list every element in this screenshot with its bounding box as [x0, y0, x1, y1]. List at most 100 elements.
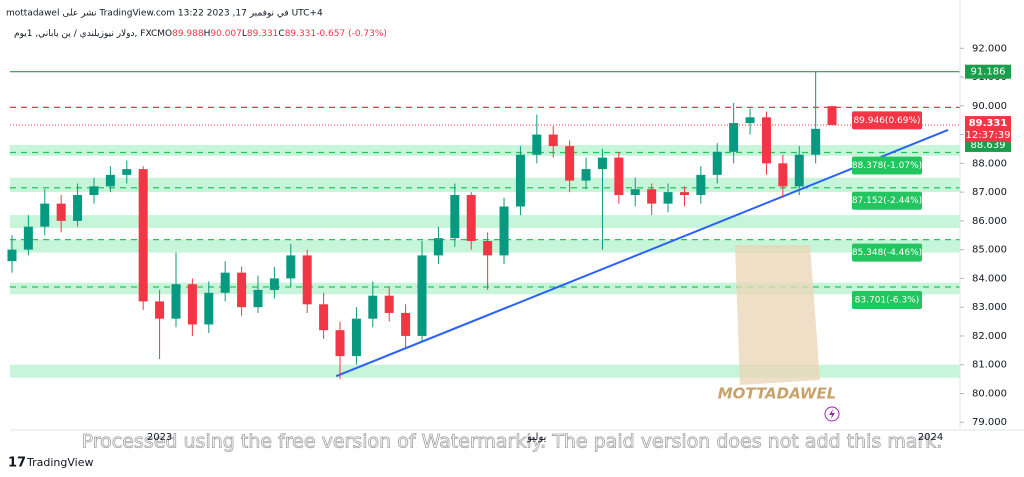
zone [10, 144, 960, 156]
candle-body [794, 154, 804, 187]
y-tick-label: 92.000 [972, 43, 1007, 54]
y-tick-label: 85.000 [972, 245, 1007, 256]
candle-body [679, 192, 689, 195]
candle-body [56, 203, 66, 221]
candle-body [466, 194, 476, 242]
candle-body [237, 272, 247, 308]
plot-area [7, 71, 960, 380]
y-tick-label: 84.000 [972, 273, 1007, 284]
candle-body [220, 272, 230, 293]
y-tick-label: 90.000 [972, 101, 1007, 112]
ohlc-value: 89.988 [172, 29, 204, 39]
candle-body [565, 146, 575, 181]
candle-body [499, 206, 509, 256]
candle-body [89, 186, 99, 195]
logo-text: MOTTADAWEL [718, 385, 837, 403]
candle-body [40, 203, 50, 227]
candle-body [811, 128, 821, 155]
candle-body [105, 174, 115, 187]
countdown: 12:37:39 [966, 130, 1011, 141]
y-tick-label: 79.000 [972, 417, 1007, 428]
level-label: 85.348(-4.46%) [852, 248, 922, 258]
candle-body [761, 117, 771, 164]
ohlc-key: L [242, 29, 247, 39]
symbol: دولار نيوزيلندي / ين ياباني, 1يوم, FXCM [14, 29, 165, 39]
candle-body [729, 123, 739, 152]
zone [10, 177, 960, 193]
candle-body [548, 134, 558, 147]
y-tick-label: 83.000 [972, 302, 1007, 313]
price-tag-text: 88.639 [971, 140, 1006, 151]
ohlc-key: O [165, 29, 172, 39]
candle-body [450, 194, 460, 239]
ohlc-key: C [278, 29, 284, 39]
price-tag-text: 91.186 [971, 67, 1006, 78]
candle-body [712, 151, 722, 175]
candle-body [384, 295, 394, 313]
y-tick-label: 82.000 [972, 331, 1007, 342]
candle-body [483, 241, 493, 256]
candle-body [187, 284, 197, 325]
candle-body [827, 106, 837, 126]
price-tag [965, 64, 1011, 79]
level-label: 83.701(-6.3%) [855, 296, 920, 306]
candle-body [122, 169, 132, 175]
level-box [852, 156, 922, 175]
candle-body [302, 255, 312, 305]
zone [10, 364, 960, 378]
ohlc-key: H [204, 29, 211, 39]
level-box [852, 111, 922, 130]
y-tick-label: 88.000 [972, 158, 1007, 169]
candle-body [745, 117, 755, 124]
candle-body [401, 312, 411, 336]
symbol-text: دولار نيوزيلندي / ين ياباني, 1يوم, FXCMO… [14, 29, 387, 39]
y-tick-label: 86.000 [972, 216, 1007, 227]
candle-body [597, 157, 607, 170]
candle-body [286, 255, 296, 279]
event-bolt [829, 409, 835, 419]
candle-body [417, 255, 427, 336]
zone [10, 215, 960, 229]
x-tick-label: يوليو [526, 432, 546, 443]
level-box [852, 191, 922, 210]
y-tick-label: 87.000 [972, 187, 1007, 198]
logo-shape [735, 245, 820, 385]
symbol-line: دولار نيوزيلندي / ين ياباني, 1يوم, FXCMO… [14, 29, 387, 39]
candle-body [253, 289, 263, 308]
ohlc-value: 90.007 [210, 29, 242, 39]
candle-body [368, 295, 378, 319]
level-box [852, 243, 922, 262]
footer-logo: TradingView [26, 456, 93, 469]
level-label: 89.946(0.69%) [853, 116, 920, 126]
level-label: 87.152(-2.44%) [852, 196, 922, 206]
candle-body [581, 169, 591, 181]
price-tag-text: 89.331 [969, 118, 1008, 129]
candle-body [204, 292, 214, 325]
price-tag [965, 116, 1011, 143]
candle-body [778, 163, 788, 187]
zone [10, 282, 960, 295]
candle-body [696, 174, 706, 195]
tv-mark: 𝟭𝟳 [8, 456, 26, 471]
watermark-text: Processed using the free version of Wate… [82, 431, 943, 453]
x-tick-label: 2023 [147, 432, 172, 443]
change: -0.657 (-0.73%) [316, 29, 387, 39]
x-tick-label: 2024 [918, 432, 943, 443]
candle-body [614, 157, 624, 195]
ohlc-value: 89.331 [285, 29, 317, 39]
publish-line: mottadawel نشر على TradingView.com في نو… [6, 9, 323, 19]
candle-body [319, 304, 329, 331]
candle-body [23, 226, 33, 250]
ohlc-value: 89.331 [247, 29, 279, 39]
candle-body [335, 330, 345, 357]
event-icon[interactable] [824, 406, 840, 422]
candle-body [351, 318, 361, 357]
candle-body [532, 134, 542, 155]
y-tick-label: 81.000 [972, 360, 1007, 371]
watermark-logo: MOTTADAWEL [718, 245, 837, 403]
candle-body [515, 154, 525, 207]
candle-body [155, 301, 165, 319]
candle-body [138, 169, 148, 302]
